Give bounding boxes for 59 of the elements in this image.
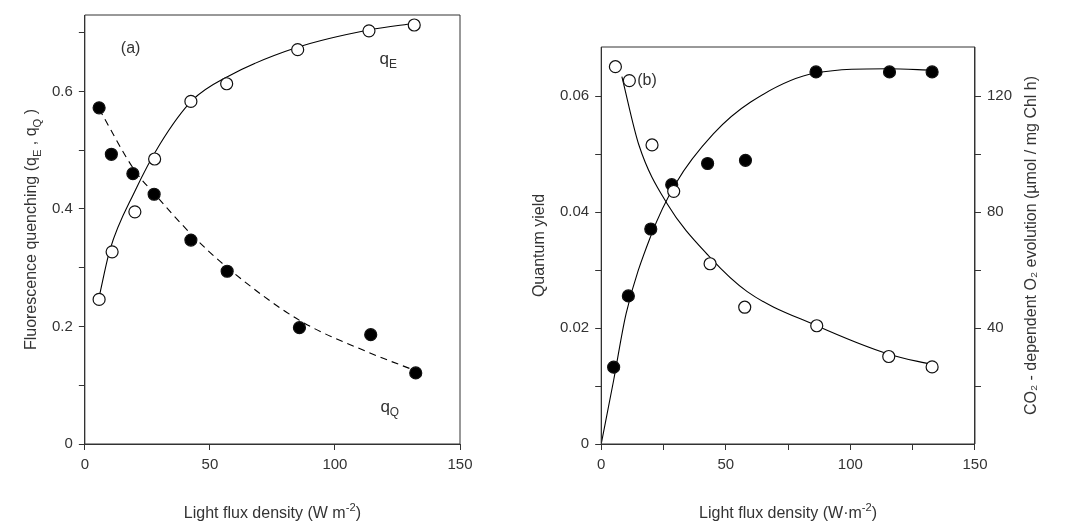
point: [92, 101, 106, 115]
point: [608, 60, 622, 74]
point: [810, 319, 824, 333]
x-tick-label: 0: [80, 455, 90, 473]
point: [621, 289, 635, 303]
point: [409, 366, 423, 380]
point: [291, 43, 305, 57]
x-tick-label: 150: [962, 455, 988, 473]
y2-tick-label: 80: [986, 202, 1004, 220]
point: [105, 245, 119, 259]
x-tick-label: 50: [201, 455, 219, 473]
annotation: (a): [120, 39, 141, 57]
point: [220, 77, 234, 91]
point: [184, 233, 198, 247]
y2-axis-title: CO₂ - dependent O₂ evolution (µmol / mg Chl h): [1022, 75, 1040, 416]
y2-tick-label: 120: [986, 86, 1012, 104]
point: [645, 138, 659, 152]
point: [128, 205, 142, 219]
point: [925, 65, 939, 79]
y-axis-title: Quantum yield: [530, 193, 548, 298]
point: [738, 153, 753, 167]
point: [607, 360, 621, 374]
point: [364, 328, 378, 342]
point: [701, 156, 715, 171]
point: [644, 222, 658, 236]
point: [292, 321, 307, 335]
point: [92, 292, 106, 307]
y-tick-label: 0.4: [51, 199, 73, 217]
x-tick-label: 150: [447, 455, 473, 473]
point: [362, 24, 376, 38]
point: [925, 360, 939, 374]
y-tick-label: 0.2: [51, 316, 73, 334]
y2-tick-label: 40: [986, 318, 1004, 336]
point: [126, 167, 140, 181]
point: [738, 300, 752, 314]
y-tick-label: 0.06: [559, 86, 590, 104]
x-tick-label: 0: [597, 455, 606, 473]
y-axis-title: Fluorescence quenching (qE , qQ ): [22, 108, 43, 351]
point: [703, 257, 717, 271]
point: [407, 18, 421, 32]
annotation: (b): [637, 71, 657, 89]
point: [667, 184, 681, 198]
y-tick-label: 0: [580, 434, 590, 452]
point: [882, 65, 897, 79]
point: [882, 349, 896, 364]
y-tick-label: 0: [64, 434, 73, 452]
point: [184, 94, 198, 108]
point: [148, 152, 162, 166]
point: [147, 187, 161, 201]
point: [104, 147, 118, 161]
point: [220, 264, 234, 278]
x-tick-label: 100: [837, 455, 863, 473]
y-tick-label: 0.6: [51, 81, 73, 99]
point: [622, 74, 636, 88]
point: [809, 65, 823, 79]
y-tick-label: 0.02: [559, 318, 590, 336]
x-tick-label: 50: [717, 455, 735, 473]
x-tick-label: 100: [322, 455, 348, 473]
y-tick-label: 0.04: [559, 202, 590, 220]
